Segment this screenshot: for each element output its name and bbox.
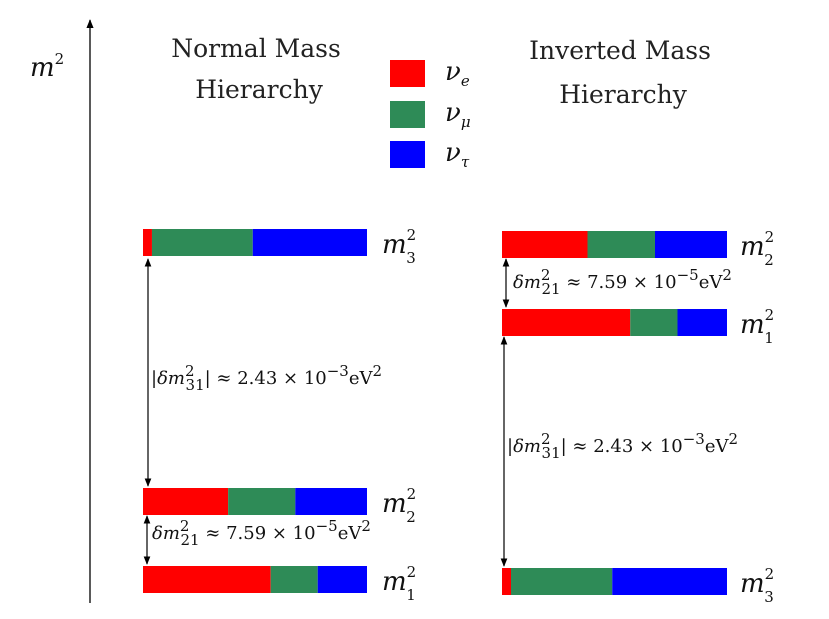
axis-label: m2 bbox=[30, 50, 64, 83]
legend-label: νe bbox=[445, 57, 470, 90]
flavor-segment-e bbox=[143, 488, 229, 515]
legend-label: νμ bbox=[445, 98, 471, 131]
flavor-segment-mu bbox=[151, 229, 253, 256]
mass-splittings: |δm2 31| ≈ 2.43 × 10−3eV2 δm2 21 ≈ 7.59 × 1… bbox=[143, 258, 738, 567]
flavor-segment-tau bbox=[317, 566, 367, 593]
legend-swatch bbox=[390, 60, 425, 87]
flavor-segment-tau bbox=[655, 231, 727, 258]
inverted-level-bar bbox=[502, 568, 727, 595]
normal-level-bar bbox=[143, 566, 367, 593]
flavor-segment-tau bbox=[677, 309, 727, 336]
inverted-title-line2: Hierarchy bbox=[559, 80, 688, 109]
inverted-small-splitting-label: δm2 21 ≈ 7.59 × 10−5eV2 bbox=[513, 266, 732, 298]
normal-large-splitting-label: |δm2 31| ≈ 2.43 × 10−3eV2 bbox=[151, 362, 382, 394]
normal-small-splitting-label: δm2 21 ≈ 7.59 × 10−5eV2 bbox=[152, 517, 371, 549]
normal-level-bar bbox=[143, 488, 367, 515]
normal-level-bar bbox=[143, 229, 367, 256]
flavor-segment-e bbox=[502, 568, 511, 595]
flavor-segment-e bbox=[143, 229, 152, 256]
normal-level-label: m2 2 bbox=[382, 485, 416, 526]
flavor-segment-tau bbox=[295, 488, 367, 515]
legend-label: ντ bbox=[445, 138, 470, 171]
normal-level-label: m2 1 bbox=[382, 563, 416, 604]
legend-swatch bbox=[390, 101, 425, 128]
inverted-level-label: m2 2 bbox=[740, 228, 774, 269]
legend: νe νμ ντ bbox=[390, 57, 471, 171]
flavor-segment-mu bbox=[270, 566, 318, 593]
normal-title-line1: Normal Mass bbox=[171, 34, 341, 63]
inverted-level-bar bbox=[502, 309, 727, 336]
flavor-segment-mu bbox=[511, 568, 613, 595]
inverted-level-label: m2 3 bbox=[740, 565, 774, 606]
inverted-title-line1: Inverted Mass bbox=[529, 36, 711, 65]
inverted-level-bar bbox=[502, 231, 727, 258]
normal-level-label: m2 3 bbox=[382, 226, 416, 267]
mass-levels: m2 3 m2 2 m2 1 m2 2 m2 1 m2 3 bbox=[143, 226, 774, 606]
flavor-segment-mu bbox=[587, 231, 655, 258]
flavor-segment-tau bbox=[252, 229, 367, 256]
flavor-segment-e bbox=[502, 231, 588, 258]
flavor-segment-mu bbox=[630, 309, 678, 336]
flavor-segment-e bbox=[143, 566, 271, 593]
flavor-segment-mu bbox=[228, 488, 296, 515]
inverted-level-label: m2 1 bbox=[740, 306, 774, 347]
flavor-segment-tau bbox=[612, 568, 727, 595]
normal-title-line2: Hierarchy bbox=[195, 75, 324, 104]
inverted-large-splitting-label: |δm2 31| ≈ 2.43 × 10−3eV2 bbox=[507, 430, 738, 462]
flavor-segment-e bbox=[502, 309, 631, 336]
legend-swatch bbox=[390, 141, 425, 168]
